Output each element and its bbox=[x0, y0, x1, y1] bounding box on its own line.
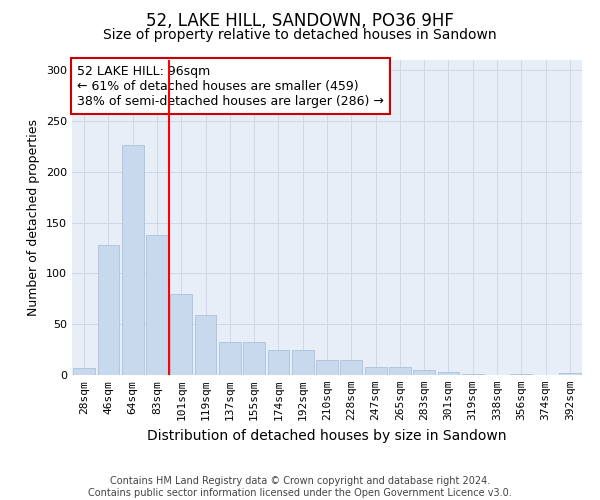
Bar bbox=[437, 372, 460, 375]
Bar bbox=[122, 146, 143, 375]
Text: Contains HM Land Registry data © Crown copyright and database right 2024.
Contai: Contains HM Land Registry data © Crown c… bbox=[88, 476, 512, 498]
Bar bbox=[97, 245, 119, 375]
Bar bbox=[511, 374, 532, 375]
Bar bbox=[219, 342, 241, 375]
Text: Size of property relative to detached houses in Sandown: Size of property relative to detached ho… bbox=[103, 28, 497, 42]
X-axis label: Distribution of detached houses by size in Sandown: Distribution of detached houses by size … bbox=[147, 428, 507, 442]
Bar bbox=[146, 235, 168, 375]
Bar bbox=[462, 374, 484, 375]
Y-axis label: Number of detached properties: Number of detached properties bbox=[28, 119, 40, 316]
Bar bbox=[292, 350, 314, 375]
Text: 52 LAKE HILL: 96sqm
← 61% of detached houses are smaller (459)
38% of semi-detac: 52 LAKE HILL: 96sqm ← 61% of detached ho… bbox=[77, 64, 384, 108]
Bar bbox=[365, 367, 386, 375]
Bar bbox=[340, 360, 362, 375]
Bar bbox=[559, 373, 581, 375]
Bar bbox=[316, 360, 338, 375]
Bar bbox=[194, 315, 217, 375]
Bar bbox=[389, 367, 411, 375]
Bar bbox=[413, 370, 435, 375]
Bar bbox=[268, 350, 289, 375]
Bar bbox=[73, 368, 95, 375]
Bar bbox=[170, 294, 192, 375]
Text: 52, LAKE HILL, SANDOWN, PO36 9HF: 52, LAKE HILL, SANDOWN, PO36 9HF bbox=[146, 12, 454, 30]
Bar bbox=[243, 342, 265, 375]
